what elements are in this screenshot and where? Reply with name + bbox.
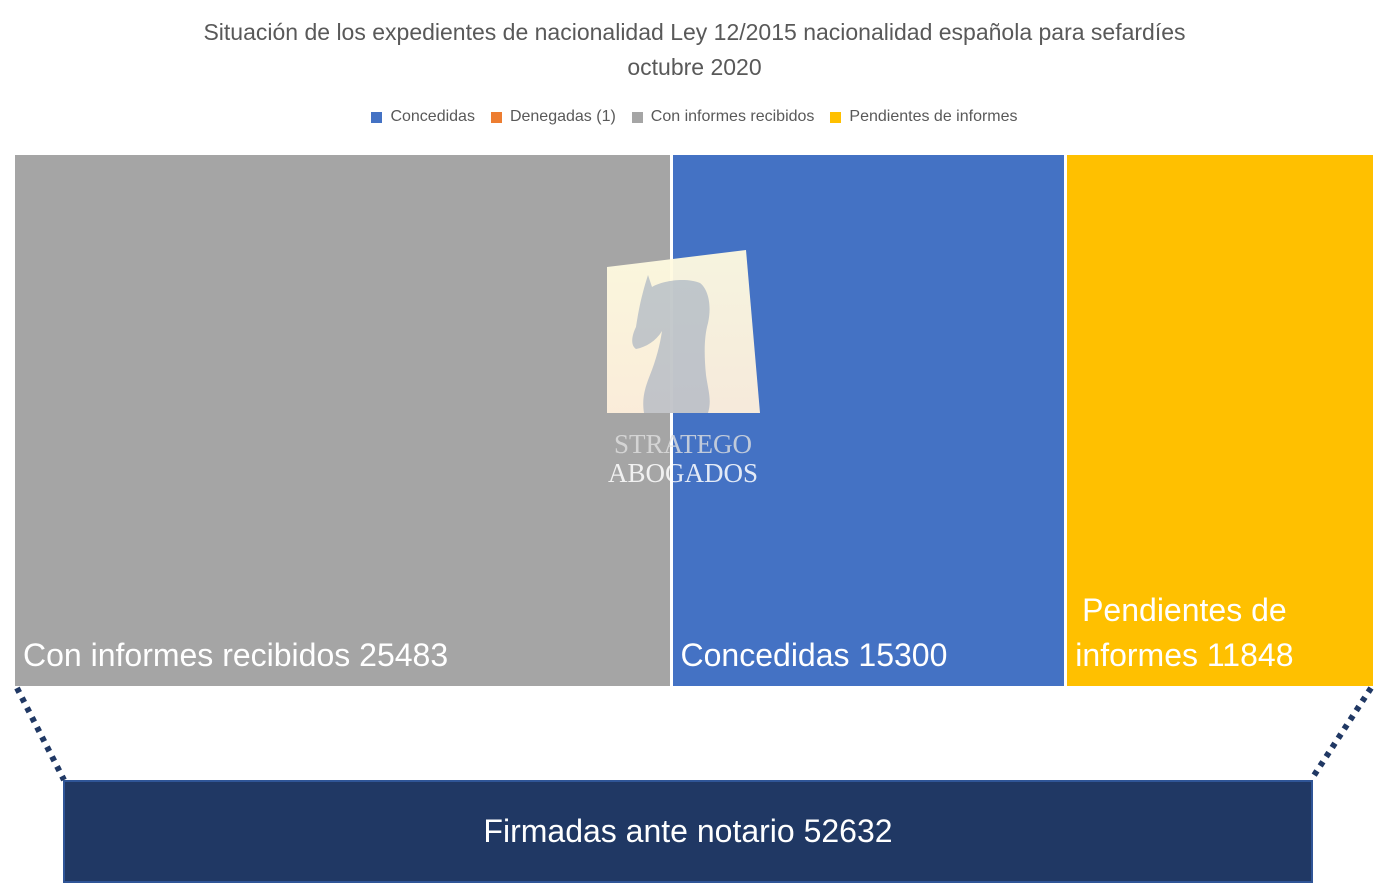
segment-label-line1: Pendientes de [1082,592,1287,628]
knight-icon [632,275,710,413]
segment-label-line2: informes 11848 [1075,637,1294,673]
segment-pendientes: Pendientes de informes 11848 [1067,155,1373,686]
legend-label: Con informes recibidos [650,108,815,125]
svg-text:STRATEGO: STRATEGO [614,429,752,459]
legend-label: Concedidas [390,108,475,125]
connector-left [14,686,67,782]
segment-con-informes: Con informes recibidos 25483 [15,155,670,686]
segment-label: Con informes recibidos 25483 [23,637,449,673]
legend: Concedidas Denegadas (1) Con informes re… [0,108,1389,126]
segment-label: Concedidas 15300 [680,637,948,673]
svg-text:ABOGADOS: ABOGADOS [608,458,758,488]
segment-concedidas: Concedidas 15300 [672,155,1065,686]
chart-subtitle: octubre 2020 [627,54,762,80]
total-bar: Firmadas ante notario 52632 [63,780,1313,883]
treemap-plot: Con informes recibidos 25483 Concedidas … [15,155,1373,686]
connector-right [1308,686,1374,782]
legend-swatch [371,111,383,123]
legend-item-denegadas: Denegadas (1) [490,108,616,126]
legend-item-concedidas: Concedidas [371,108,475,126]
watermark-logo: STRATEGO ABOGADOS [607,250,760,488]
legend-label: Pendientes de informes [849,108,1018,125]
segment-label: Pendientes de informes 11848 [1075,588,1293,678]
legend-swatch [631,111,643,123]
total-label: Firmadas ante notario 52632 [483,813,893,849]
chart-title: Situación de los expedientes de nacional… [203,19,1186,45]
legend-item-pendientes: Pendientes de informes [830,108,1018,126]
legend-label: Denegadas (1) [509,108,616,125]
legend-swatch [490,111,502,123]
legend-item-con-informes: Con informes recibidos [631,108,815,126]
legend-swatch [830,111,842,123]
